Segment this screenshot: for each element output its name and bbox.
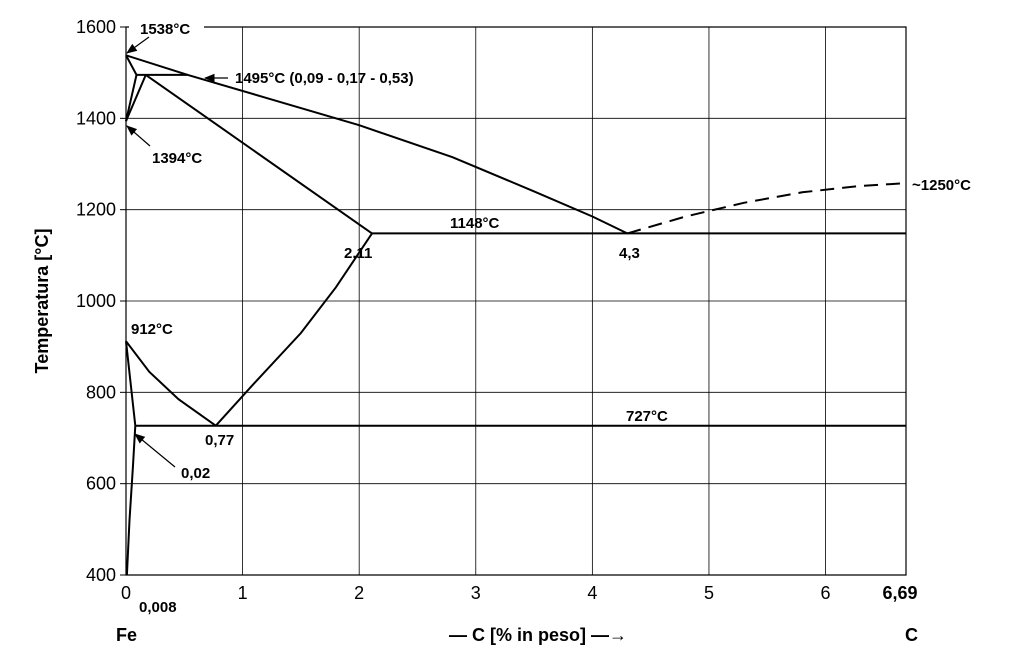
annotation-label: 4,3 bbox=[619, 245, 640, 262]
annotation-label: 727°C bbox=[626, 408, 668, 425]
annotation-label: 1394°C bbox=[152, 150, 202, 167]
fe-label: Fe bbox=[116, 625, 137, 645]
phase-line-delta-gamma-lower bbox=[125, 74, 147, 122]
annotation-label: ~1250°C bbox=[912, 177, 971, 194]
phase-line-ferrite-a3 bbox=[125, 341, 137, 426]
y-tick-label: 400 bbox=[86, 565, 116, 585]
x-tick-label: 6,69 bbox=[882, 583, 917, 603]
annotation-label: 912°C bbox=[131, 321, 173, 338]
x-tick-label: 1 bbox=[238, 583, 248, 603]
annotation-label: 2,11 bbox=[344, 245, 372, 262]
y-tick-label: 600 bbox=[86, 474, 116, 494]
y-axis-title: Temperatura [°C] bbox=[32, 229, 52, 374]
x-tick-label: 6 bbox=[821, 583, 831, 603]
annotation-arrow bbox=[134, 433, 176, 468]
phase-line-acm bbox=[215, 232, 373, 427]
annotation-label: 1495°C (0,09 - 0,17 - 0,53) bbox=[235, 70, 414, 87]
plot-frame bbox=[125, 26, 907, 576]
x-tick-label: 5 bbox=[704, 583, 714, 603]
phase-line-liquidus-delta bbox=[125, 54, 189, 76]
x-tick-label: 0 bbox=[121, 583, 131, 603]
phase-line-liquidus-cementite bbox=[627, 182, 907, 235]
phase-line-ferrite-solvus bbox=[125, 425, 137, 576]
annotation-arrow bbox=[126, 36, 150, 54]
phase-line-delta-gamma-upper bbox=[125, 74, 138, 122]
annotation-label: 0,008 bbox=[139, 599, 177, 616]
phase-line-delta-solidus bbox=[125, 54, 138, 76]
y-tick-label: 1200 bbox=[76, 200, 116, 220]
y-tick-label: 1400 bbox=[76, 108, 116, 128]
x-tick-label: 4 bbox=[587, 583, 597, 603]
annotation-label: 1538°C bbox=[140, 21, 190, 38]
annotation-label: 1148°C bbox=[450, 215, 500, 232]
annotation-arrow bbox=[126, 125, 151, 147]
y-tick-label: 800 bbox=[86, 382, 116, 402]
x-tick-label: 2 bbox=[354, 583, 364, 603]
phase-line-liquidus-austenite bbox=[187, 73, 628, 235]
annotation-label: 0,02 bbox=[181, 465, 210, 482]
x-axis-title: — C [% in peso] —→ bbox=[449, 625, 627, 645]
x-tick-label: 3 bbox=[471, 583, 481, 603]
y-tick-label: 1000 bbox=[76, 291, 116, 311]
y-tick-label: 1600 bbox=[76, 17, 116, 37]
annotation-label: 0,77 bbox=[205, 432, 234, 449]
phase-line-a3 bbox=[125, 340, 217, 427]
phase-line-austenite-solidus bbox=[145, 74, 373, 235]
c-label: C bbox=[905, 625, 918, 645]
